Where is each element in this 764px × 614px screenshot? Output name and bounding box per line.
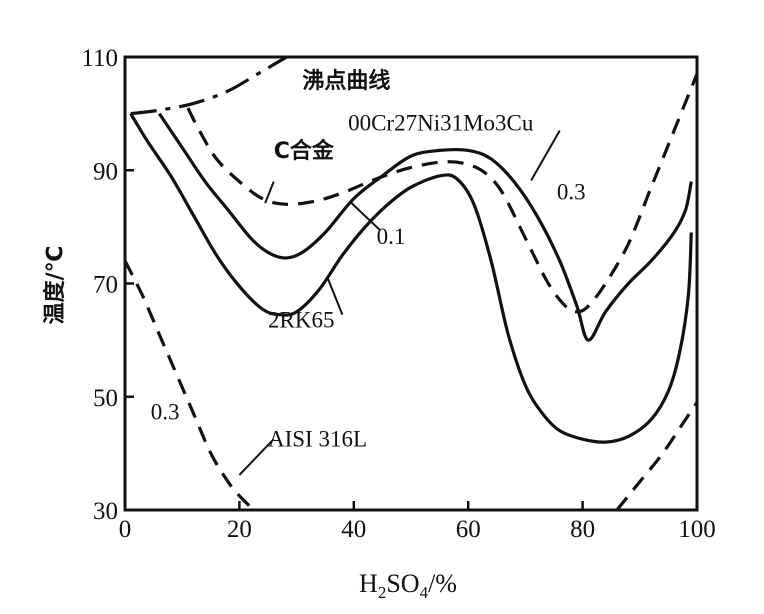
leader-layer [238,130,561,476]
x-tick-label-0: 0 [119,516,132,543]
y-tick-label-70: 70 [93,272,118,299]
annotation-val-03-upper: 0.3 [557,180,586,205]
annotation-cr27: 00Cr27Ni31Mo3Cu [348,111,534,136]
annotation-aisi: AISI 316L [268,427,367,452]
leader-line-val-01-leader [350,201,381,231]
x-axis-title-so: SO [386,569,419,598]
annotation-layer: 沸点曲线 C合金 00Cr27Ni31Mo3Cu 0.3 0.1 2RK65 0.3 AISI… [151,68,586,451]
y-tick-label-110: 110 [81,45,118,72]
x-tick-label-60: 60 [456,516,481,543]
leader-line-aisi-leader [238,438,275,476]
leader-line-cr27-leader [530,130,561,181]
x-axis-title-h: H [359,569,378,598]
x-axis-title-sub4: 4 [420,583,429,602]
x-tick-label-40: 40 [341,516,366,543]
y-axis-title: 温度/℃ [42,246,68,325]
series-line-00cr27ni31mo3cu [157,112,693,342]
x-axis-title-sub2: 2 [378,583,387,602]
series-line-series [130,57,290,116]
leader-line-c-alloy-leader [264,181,275,204]
y-tick-label-50: 50 [93,385,118,412]
series-line-aisi-316l-high-concentration-branch [615,401,697,510]
x-axis-title: H2SO4/% [359,569,457,602]
x-tick-label-20: 20 [227,516,252,543]
series-line-aisi-316l [125,260,256,510]
annotation-c-alloy: C合金 [274,138,335,164]
leader-line-rk65-leader [327,278,344,316]
annotation-rk65: 2RK65 [268,308,334,333]
series-layer [125,57,697,510]
x-axis-title-unit: /% [428,569,457,598]
annotation-val-03-lower: 0.3 [151,399,180,424]
annotation-val-01: 0.1 [377,224,406,249]
series-line-2rk65 [129,112,693,444]
y-tick-label-90: 90 [93,158,118,185]
tick-layer: 0 20 40 60 80 100 30 50 70 90 110 [81,45,715,543]
x-tick-label-80: 80 [570,516,595,543]
y-tick-label-30: 30 [93,498,118,525]
series-line-c [186,73,697,314]
x-tick-label-100: 100 [678,516,716,543]
annotation-boiling: 沸点曲线 [302,68,390,94]
